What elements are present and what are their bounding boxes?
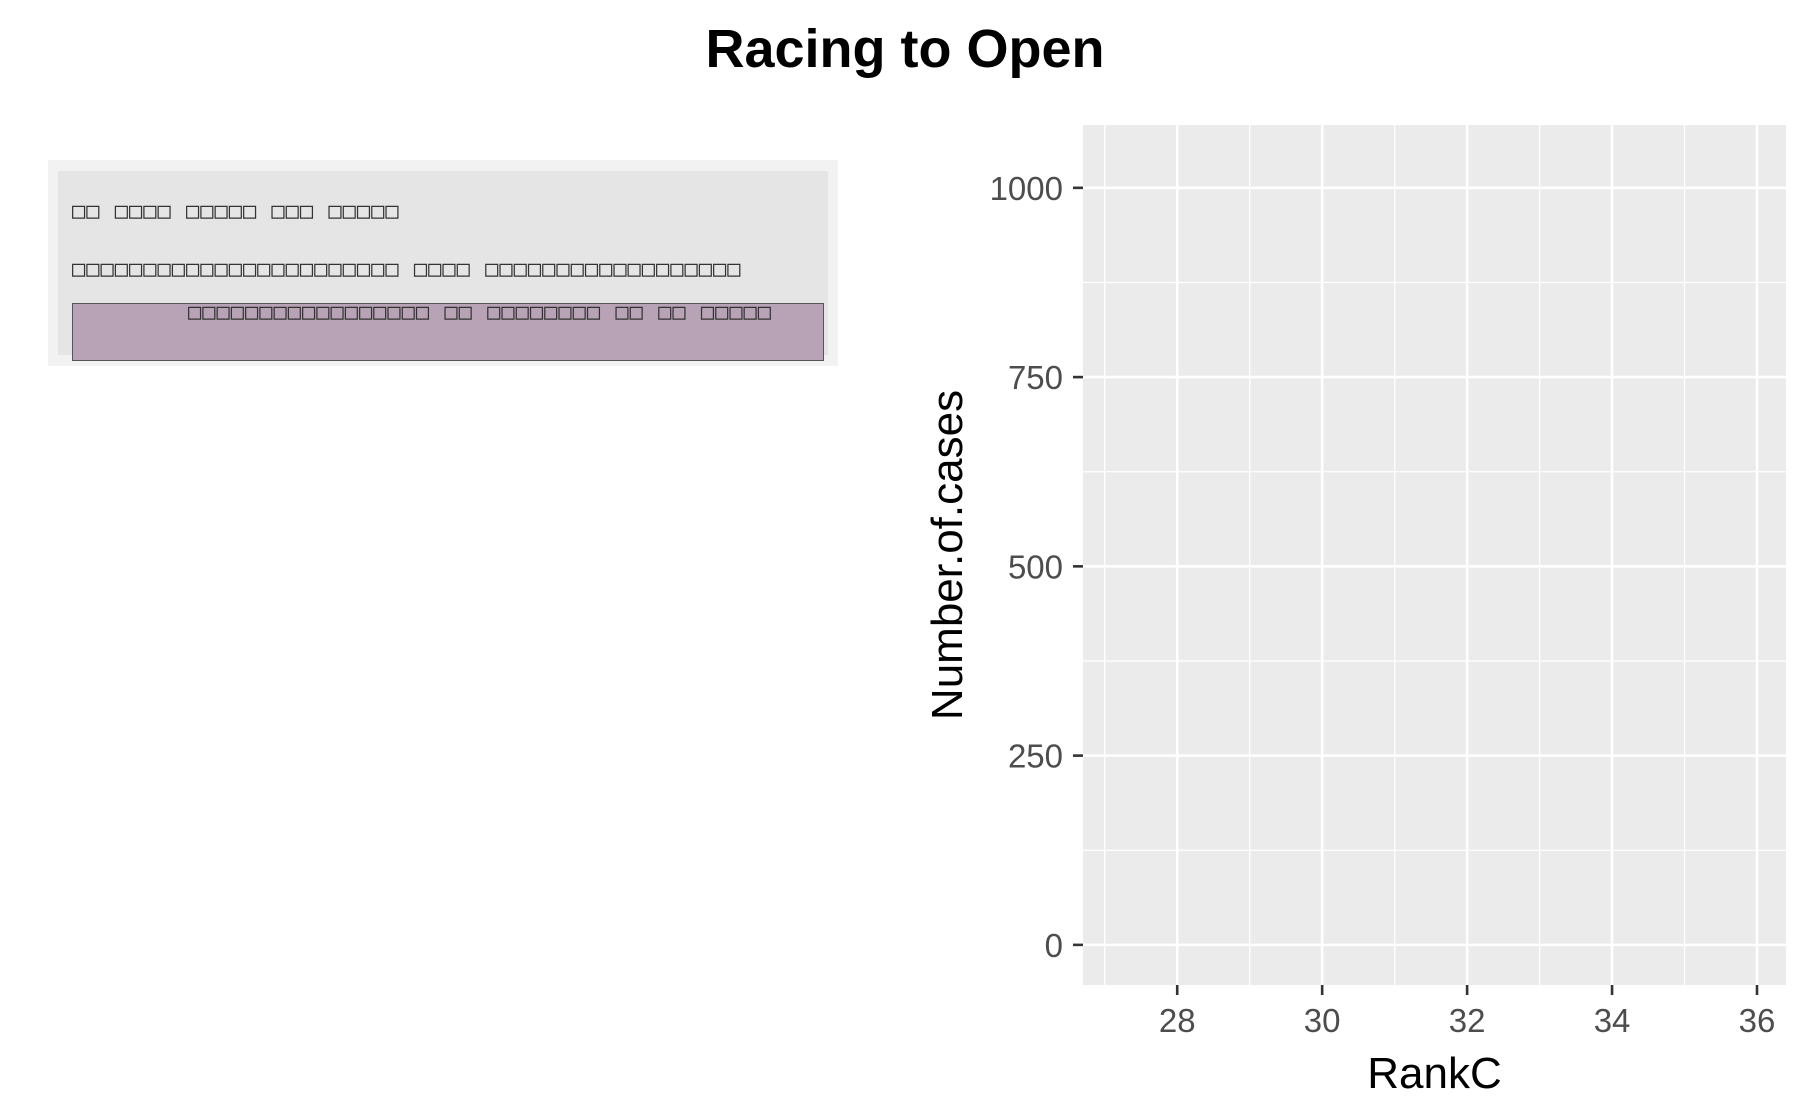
code-panel: □□ □□□□ □□□□□ □□□ □□□□□ □□□□□□□□□□□□□□□□… <box>48 160 838 366</box>
plot-panel <box>1083 125 1786 985</box>
y-tick-label: 500 <box>1008 548 1063 585</box>
y-tick-label: 750 <box>1008 359 1063 396</box>
x-tick-label: 34 <box>1594 1002 1631 1039</box>
x-tick-label: 30 <box>1304 1002 1341 1039</box>
y-tick-label: 0 <box>1045 927 1063 964</box>
y-tick-label: 1000 <box>990 170 1063 207</box>
code-line-2: □□□□□□□□□□□□□□□□□□□□□□□ □□□□ □□□□□□□□□□□… <box>72 257 742 282</box>
x-axis: 28 30 32 34 36 <box>1159 985 1776 1039</box>
x-axis-title: RankC <box>1367 1049 1502 1098</box>
code-line-3: □□□□□□□□□□□□□□□□□ □□ □□□□□□□□ □□ □□ □□□□… <box>188 300 773 325</box>
grid-minor <box>1083 92 1786 985</box>
y-axis: 0 250 500 750 1000 <box>990 170 1083 964</box>
chart-title: Racing to Open <box>705 19 1105 79</box>
x-tick-label: 36 <box>1739 1002 1776 1039</box>
code-panel-inner: □□ □□□□ □□□□□ □□□ □□□□□ □□□□□□□□□□□□□□□□… <box>58 171 828 361</box>
code-line-1: □□ □□□□ □□□□□ □□□ □□□□□ <box>72 199 400 224</box>
x-tick-label: 32 <box>1449 1002 1486 1039</box>
y-tick-label: 250 <box>1008 738 1063 775</box>
y-axis-title: Number.of.cases <box>923 390 972 720</box>
grid-major <box>1083 125 1786 985</box>
code-highlight-box <box>72 303 824 361</box>
x-tick-label: 28 <box>1159 1002 1196 1039</box>
